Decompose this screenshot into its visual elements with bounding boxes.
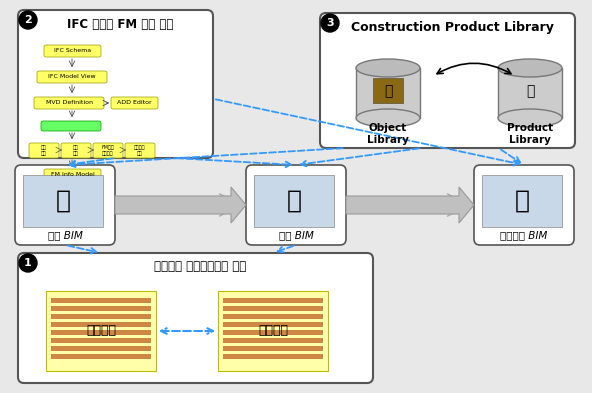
Bar: [23, 175, 103, 227]
Circle shape: [321, 14, 339, 32]
Text: 2: 2: [24, 15, 32, 25]
FancyBboxPatch shape: [41, 121, 101, 131]
Text: 설계 BIM: 설계 BIM: [47, 230, 82, 240]
Text: 유지관리
정보: 유지관리 정보: [134, 145, 146, 156]
Polygon shape: [346, 187, 474, 223]
Bar: [46, 291, 156, 371]
Ellipse shape: [356, 109, 420, 127]
Text: IFC 기반의 FM 정보 모델: IFC 기반의 FM 정보 모델: [67, 18, 173, 31]
Bar: [223, 298, 323, 303]
Ellipse shape: [498, 59, 562, 77]
Text: 유지관리 BIM: 유지관리 BIM: [500, 230, 548, 240]
Text: FM Info Model: FM Info Model: [51, 173, 94, 178]
Bar: [51, 330, 151, 335]
FancyBboxPatch shape: [320, 13, 575, 148]
FancyBboxPatch shape: [44, 169, 101, 181]
FancyBboxPatch shape: [15, 165, 115, 245]
Bar: [51, 314, 151, 319]
Text: 시공
정보: 시공 정보: [73, 145, 79, 156]
Bar: [223, 306, 323, 311]
Text: 1: 1: [24, 258, 32, 268]
FancyBboxPatch shape: [474, 165, 574, 245]
Bar: [223, 338, 323, 343]
Bar: [373, 78, 403, 103]
Text: 🏗: 🏗: [287, 189, 301, 213]
Bar: [223, 330, 323, 335]
Bar: [51, 354, 151, 359]
Ellipse shape: [356, 59, 420, 77]
Text: IFC Schema: IFC Schema: [54, 48, 91, 53]
Bar: [223, 322, 323, 327]
Text: 🏢: 🏢: [526, 84, 534, 98]
Text: 설계정보: 설계정보: [86, 325, 116, 338]
Bar: [223, 354, 323, 359]
Text: 시공 BIM: 시공 BIM: [279, 230, 313, 240]
FancyBboxPatch shape: [111, 97, 158, 109]
Text: 유지관리 요구정보교환 체계: 유지관리 요구정보교환 체계: [155, 261, 247, 274]
Bar: [51, 346, 151, 351]
Text: 🏗: 🏗: [56, 189, 70, 213]
Bar: [51, 298, 151, 303]
Text: Construction Product Library: Construction Product Library: [351, 20, 554, 33]
FancyBboxPatch shape: [34, 97, 104, 109]
FancyBboxPatch shape: [93, 143, 123, 158]
Text: FM정보
요구사항: FM정보 요구사항: [102, 145, 114, 156]
Text: IFC Model View: IFC Model View: [48, 75, 96, 79]
Polygon shape: [498, 68, 562, 118]
Polygon shape: [356, 68, 420, 118]
Bar: [51, 338, 151, 343]
FancyBboxPatch shape: [37, 71, 107, 83]
Text: Object
Library: Object Library: [367, 123, 409, 145]
FancyBboxPatch shape: [44, 45, 101, 57]
Bar: [218, 291, 328, 371]
Text: 🏗: 🏗: [514, 189, 529, 213]
Polygon shape: [115, 187, 246, 223]
Bar: [254, 175, 334, 227]
FancyBboxPatch shape: [29, 143, 59, 158]
Bar: [51, 306, 151, 311]
Circle shape: [19, 254, 37, 272]
Text: 🏢: 🏢: [384, 84, 392, 98]
FancyBboxPatch shape: [125, 143, 155, 158]
FancyBboxPatch shape: [18, 10, 213, 158]
Ellipse shape: [498, 109, 562, 127]
FancyBboxPatch shape: [61, 143, 91, 158]
FancyBboxPatch shape: [246, 165, 346, 245]
Bar: [482, 175, 562, 227]
Bar: [223, 314, 323, 319]
Bar: [223, 346, 323, 351]
Text: 설계
정보: 설계 정보: [41, 145, 47, 156]
Text: ADD Editor: ADD Editor: [117, 101, 152, 105]
Text: 3: 3: [326, 18, 334, 28]
Text: MVD Definition: MVD Definition: [46, 101, 92, 105]
Bar: [51, 322, 151, 327]
Text: Product
Library: Product Library: [507, 123, 553, 145]
Text: 시공정보: 시공정보: [258, 325, 288, 338]
FancyBboxPatch shape: [18, 253, 373, 383]
Circle shape: [19, 11, 37, 29]
